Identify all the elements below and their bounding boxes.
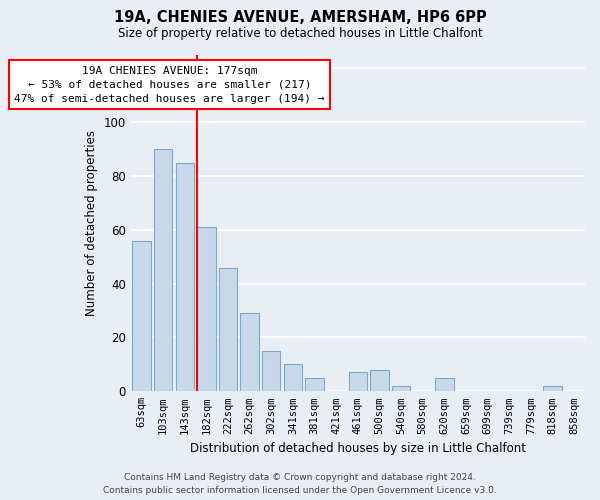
Bar (349, 372, 367, 392)
Text: 19A CHENIES AVENUE: 177sqm
← 53% of detached houses are smaller (217)
47% of sem: 19A CHENIES AVENUE: 177sqm ← 53% of deta… (14, 66, 325, 104)
Bar (392, 386, 410, 392)
Text: 19A, CHENIES AVENUE, AMERSHAM, HP6 6PP: 19A, CHENIES AVENUE, AMERSHAM, HP6 6PP (113, 10, 487, 25)
Bar (219, 268, 237, 392)
Bar (132, 240, 151, 392)
Bar (241, 314, 259, 392)
Bar (197, 227, 215, 392)
Y-axis label: Number of detached properties: Number of detached properties (85, 130, 98, 316)
Bar (435, 378, 454, 392)
Text: Contains HM Land Registry data © Crown copyright and database right 2024.
Contai: Contains HM Land Registry data © Crown c… (103, 473, 497, 495)
X-axis label: Distribution of detached houses by size in Little Chalfont: Distribution of detached houses by size … (190, 442, 526, 455)
Bar (305, 378, 324, 392)
Bar (370, 370, 389, 392)
Bar (176, 162, 194, 392)
Bar (544, 386, 562, 392)
Bar (284, 364, 302, 392)
Bar (154, 149, 172, 392)
Bar (262, 351, 280, 392)
Text: Size of property relative to detached houses in Little Chalfont: Size of property relative to detached ho… (118, 28, 482, 40)
